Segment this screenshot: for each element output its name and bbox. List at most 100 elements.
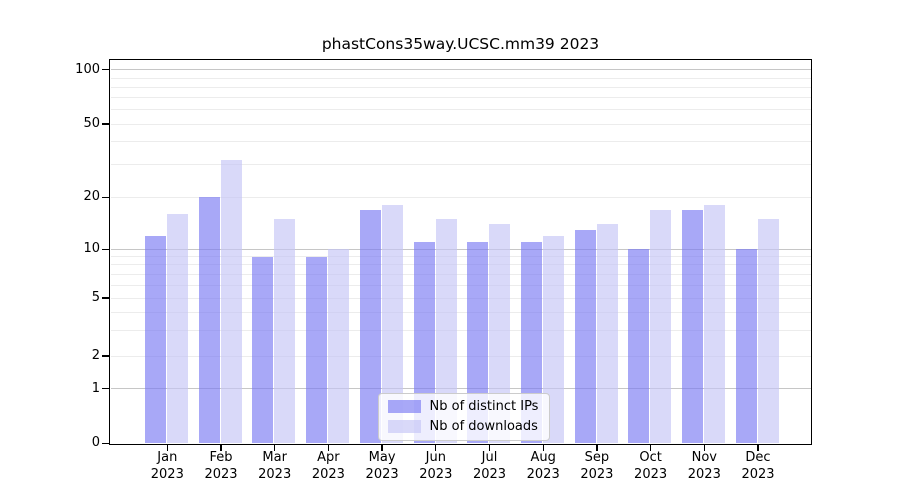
y-tick-mark — [102, 297, 110, 299]
bar-downloads — [650, 209, 672, 444]
x-tick-year: 2023 — [365, 466, 399, 482]
gridline-minor — [110, 284, 811, 286]
y-tick-label: 0 — [91, 435, 100, 451]
x-tick-mark — [435, 443, 437, 451]
gridline-minor — [110, 196, 811, 198]
gridline-minor — [110, 273, 811, 275]
x-tick-mark — [166, 443, 168, 451]
bar-downloads — [435, 218, 457, 444]
x-tick-year: 2023 — [472, 466, 507, 482]
x-tick-month: Feb — [209, 450, 233, 465]
x-tick-month: Dec — [745, 450, 771, 465]
x-tick-year: 2023 — [526, 466, 560, 482]
y-tick-mark — [102, 442, 110, 444]
bar-downloads — [489, 224, 511, 444]
y-tick-label: 50 — [83, 116, 100, 131]
y-tick-label: 100 — [75, 61, 100, 77]
x-tick-month: Jun — [425, 450, 446, 465]
x-tick-label: Jun 2023 — [401, 450, 471, 483]
bar-distinct-ips — [735, 249, 757, 444]
y-tick-label: 10 — [83, 241, 100, 257]
y-tick-mark — [102, 387, 110, 390]
gridline-major — [110, 387, 811, 390]
gridline-minor — [110, 264, 811, 266]
gridline-minor — [110, 109, 811, 111]
y-tick-mark — [102, 248, 110, 250]
bar-distinct-ips — [306, 256, 328, 444]
x-tick-mark — [488, 443, 491, 451]
x-tick-label: Dec 2023 — [723, 450, 793, 483]
gridline-minor — [110, 97, 811, 99]
gridline-minor — [110, 311, 811, 313]
gridline-major — [110, 69, 811, 71]
x-tick-year: 2023 — [580, 466, 614, 482]
bar-distinct-ips — [628, 249, 650, 444]
x-tick-label: Jul 2023 — [455, 450, 525, 483]
x-tick-mark — [274, 443, 276, 451]
y-tick-label: 20 — [83, 189, 100, 205]
bar-downloads — [542, 235, 564, 444]
x-tick-year: 2023 — [204, 466, 238, 482]
bar-downloads — [328, 249, 350, 444]
x-tick-mark — [542, 443, 544, 451]
gridline-major — [110, 248, 811, 250]
bar-downloads — [274, 218, 296, 444]
chart-title: phastCons35way.UCSC.mm39 2023 — [321, 35, 600, 53]
gridline-minor — [110, 86, 811, 88]
x-tick-label: Apr 2023 — [293, 450, 363, 483]
x-tick-year: 2023 — [741, 466, 775, 482]
bar-downloads — [167, 214, 188, 444]
x-tick-mark — [649, 443, 652, 451]
x-tick-mark — [381, 443, 383, 451]
x-tick-year: 2023 — [311, 466, 345, 482]
x-tick-mark — [220, 443, 222, 451]
gridline-minor — [110, 141, 811, 143]
bar-downloads — [757, 218, 779, 444]
x-tick-mark — [596, 443, 598, 451]
legend-item-downloads: Nb of downloads — [387, 419, 539, 434]
bar-distinct-ips — [198, 197, 220, 444]
x-tick-month: Oct — [639, 450, 662, 465]
y-tick-mark — [102, 196, 110, 198]
x-tick-year: 2023 — [687, 466, 721, 482]
legend-item-distinct-ips: Nb of distinct IPs — [387, 399, 539, 414]
x-tick-month: Apr — [317, 450, 340, 465]
x-tick-label: May 2023 — [347, 450, 417, 483]
x-tick-label: Sep 2023 — [562, 450, 632, 483]
x-tick-label: Mar 2023 — [240, 450, 310, 483]
gridline-minor — [110, 329, 811, 331]
bar-downloads — [381, 205, 403, 444]
legend-label-downloads: Nb of downloads — [429, 419, 538, 434]
y-tick-mark — [102, 69, 110, 71]
x-tick-mark — [757, 443, 759, 451]
x-tick-mark — [327, 443, 330, 451]
bar-distinct-ips — [359, 209, 381, 444]
bar-downloads — [220, 159, 242, 444]
y-tick-label: 1 — [91, 380, 100, 396]
x-tick-year: 2023 — [634, 466, 668, 482]
gridline-minor — [110, 256, 811, 258]
x-tick-month: Aug — [530, 450, 556, 465]
x-tick-month: Nov — [691, 450, 717, 465]
bar-distinct-ips — [145, 235, 166, 444]
gridline-minor — [110, 77, 811, 79]
gridline-minor — [110, 355, 811, 357]
legend: Nb of distinct IPs Nb of downloads — [377, 393, 551, 441]
bar-downloads — [596, 224, 618, 444]
gridline-minor — [110, 297, 811, 299]
x-tick-month: Jul — [481, 450, 498, 465]
legend-label-distinct-ips: Nb of distinct IPs — [429, 399, 539, 414]
gridline-minor — [110, 164, 811, 166]
y-tick-mark — [102, 355, 110, 357]
x-tick-month: Sep — [584, 450, 610, 465]
x-tick-year: 2023 — [419, 466, 453, 482]
x-tick-month: Jan — [157, 450, 178, 465]
y-tick-label: 2 — [91, 348, 100, 363]
x-tick-year: 2023 — [258, 466, 292, 482]
bar-downloads — [704, 205, 725, 444]
x-tick-month: Mar — [262, 450, 287, 465]
plot-area: Nb of distinct IPs Nb of downloads — [109, 58, 812, 445]
y-tick-label: 5 — [91, 290, 100, 305]
x-tick-mark — [703, 443, 705, 451]
